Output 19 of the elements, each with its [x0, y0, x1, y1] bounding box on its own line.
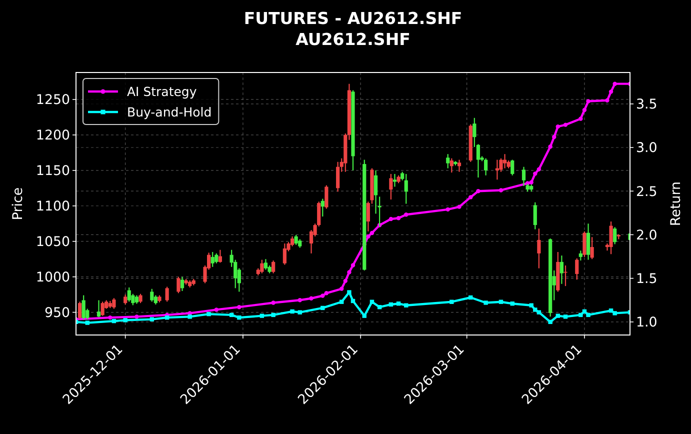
- y2-tick-label: 2.5: [636, 184, 658, 200]
- y2-axis-title: Return: [669, 182, 684, 226]
- y-tick-label: 1050: [36, 235, 70, 250]
- y-tick-label: 1250: [36, 93, 70, 108]
- chart-title: FUTURES - AU2612.SHF: [244, 9, 462, 28]
- legend-label: AI Strategy: [127, 84, 198, 99]
- y-tick-label: 1100: [36, 200, 70, 215]
- y-tick-label: 1150: [36, 164, 70, 180]
- y2-tick-label: 1.5: [636, 272, 658, 288]
- y-axis-title: Price: [11, 187, 26, 220]
- chart-subtitle: AU2612.SHF: [296, 30, 410, 49]
- legend-label: Buy-and-Hold: [127, 104, 212, 120]
- y-tick-label: 1200: [36, 128, 70, 144]
- y-tick-label: 950: [44, 306, 70, 321]
- y2-tick-label: 2.0: [636, 228, 658, 244]
- y2-tick-label: 3.5: [636, 98, 658, 113]
- y-tick-label: 1000: [36, 270, 70, 286]
- y2-tick-label: 1.0: [636, 316, 658, 331]
- y2-tick-label: 3.0: [636, 141, 658, 156]
